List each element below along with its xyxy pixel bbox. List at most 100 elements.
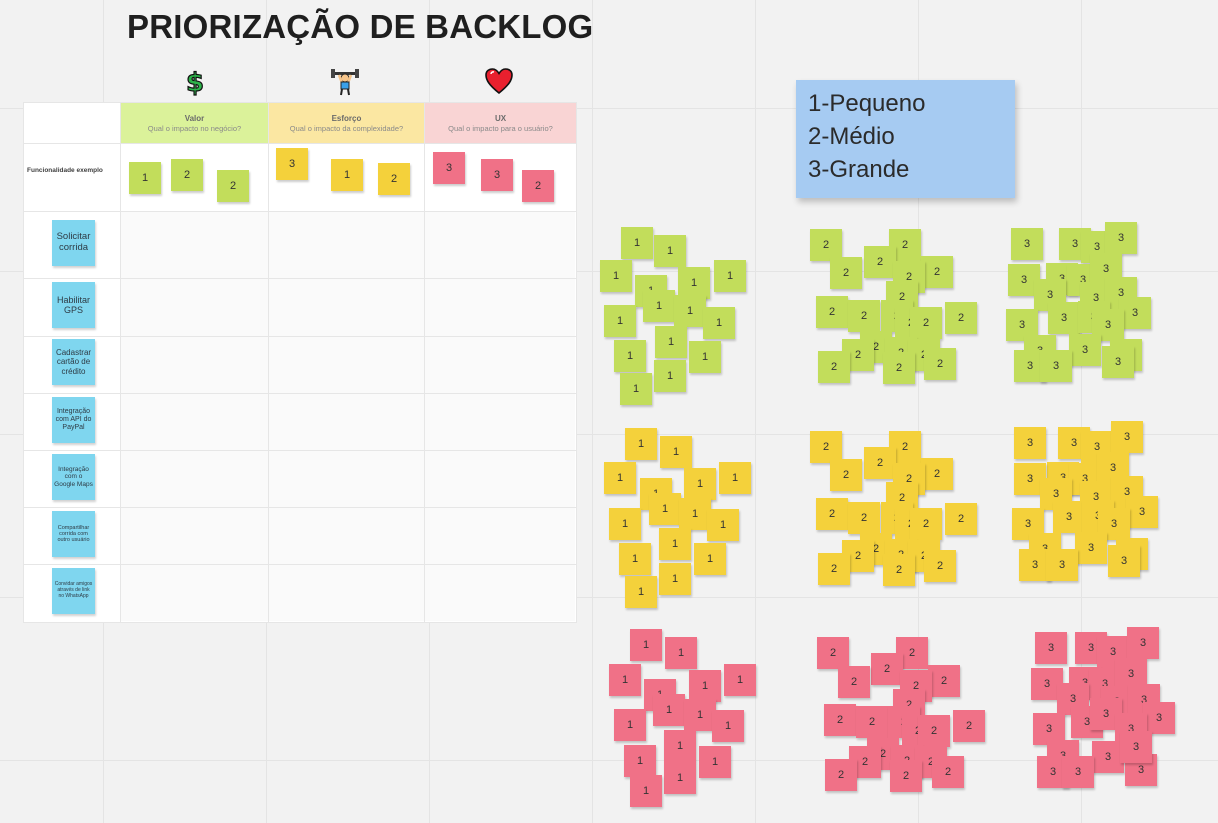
feature-note[interactable]: Integração com o Google Maps <box>52 454 95 500</box>
sticky-note[interactable]: 1 <box>619 543 651 575</box>
sticky-note[interactable]: 2 <box>910 508 942 540</box>
sticky-note[interactable]: 1 <box>624 745 656 777</box>
sticky-note[interactable]: 2 <box>522 170 554 202</box>
feature-note[interactable]: Cadastrar cartão de crédito <box>52 339 95 385</box>
sticky-note[interactable]: 1 <box>659 563 691 595</box>
sticky-note[interactable]: 2 <box>921 256 953 288</box>
sticky-note[interactable]: 1 <box>630 629 662 661</box>
sticky-note[interactable]: 2 <box>864 246 896 278</box>
sticky-note[interactable]: 1 <box>679 498 711 530</box>
feature-note[interactable]: Compartilhar corrida com outro usuário <box>52 511 95 557</box>
sticky-note[interactable]: 1 <box>724 664 756 696</box>
sticky-note[interactable]: 2 <box>830 459 862 491</box>
feature-note[interactable]: Integração com API do PayPal <box>52 397 95 443</box>
sticky-note[interactable]: 2 <box>871 653 903 685</box>
sticky-note[interactable]: 3 <box>1062 756 1094 788</box>
sticky-note[interactable]: 2 <box>883 352 915 384</box>
sticky-note[interactable]: 2 <box>856 706 888 738</box>
feature-note[interactable]: Solicitar corrida <box>52 220 95 266</box>
sticky-note[interactable]: 2 <box>818 351 850 383</box>
sticky-note[interactable]: 2 <box>848 502 880 534</box>
sticky-note[interactable]: 2 <box>864 447 896 479</box>
sticky-note[interactable]: 1 <box>684 699 716 731</box>
sticky-note[interactable]: 2 <box>945 503 977 535</box>
sticky-note[interactable]: 1 <box>614 340 646 372</box>
sticky-note[interactable]: 1 <box>129 162 161 194</box>
sticky-note[interactable]: 3 <box>1069 334 1101 366</box>
sticky-note[interactable]: 2 <box>910 307 942 339</box>
sticky-note[interactable]: 2 <box>924 348 956 380</box>
sticky-note[interactable]: 2 <box>924 550 956 582</box>
sticky-note[interactable]: 1 <box>654 235 686 267</box>
sticky-note[interactable]: 3 <box>276 148 308 180</box>
sticky-note[interactable]: 2 <box>824 704 856 736</box>
sticky-note[interactable]: 2 <box>171 159 203 191</box>
sticky-note[interactable]: 1 <box>654 360 686 392</box>
sticky-note[interactable]: 1 <box>678 267 710 299</box>
sticky-note[interactable]: 1 <box>714 260 746 292</box>
sticky-note[interactable]: 1 <box>604 462 636 494</box>
sticky-note[interactable]: 3 <box>1033 713 1065 745</box>
sticky-note[interactable]: 1 <box>665 637 697 669</box>
sticky-note[interactable]: 1 <box>703 307 735 339</box>
sticky-note[interactable]: 1 <box>604 305 636 337</box>
sticky-note[interactable]: 1 <box>653 694 685 726</box>
sticky-note[interactable]: 2 <box>932 756 964 788</box>
sticky-note[interactable]: 3 <box>1046 549 1078 581</box>
sticky-note[interactable]: 2 <box>928 665 960 697</box>
sticky-note[interactable]: 3 <box>433 152 465 184</box>
sticky-note[interactable]: 1 <box>660 436 692 468</box>
sticky-note[interactable]: 3 <box>1102 346 1134 378</box>
sticky-note[interactable]: 3 <box>481 159 513 191</box>
sticky-note[interactable]: 1 <box>664 730 696 762</box>
sticky-note[interactable]: 2 <box>945 302 977 334</box>
sticky-note[interactable]: 1 <box>674 295 706 327</box>
sticky-note[interactable]: 1 <box>621 227 653 259</box>
sticky-note[interactable]: 2 <box>816 296 848 328</box>
sticky-note[interactable]: 3 <box>1035 632 1067 664</box>
sticky-note[interactable]: 3 <box>1048 302 1080 334</box>
feature-note[interactable]: Convidar amigos através de link no Whats… <box>52 568 95 614</box>
sticky-note[interactable]: 1 <box>600 260 632 292</box>
sticky-note[interactable]: 1 <box>655 326 687 358</box>
sticky-note[interactable]: 1 <box>630 775 662 807</box>
sticky-note[interactable]: 2 <box>378 163 410 195</box>
sticky-note[interactable]: 2 <box>883 554 915 586</box>
sticky-note[interactable]: 2 <box>217 170 249 202</box>
sticky-note[interactable]: 3 <box>1092 741 1124 773</box>
sticky-note[interactable]: 3 <box>1111 421 1143 453</box>
sticky-note[interactable]: 1 <box>625 576 657 608</box>
sticky-note[interactable]: 1 <box>620 373 652 405</box>
sticky-note[interactable]: 2 <box>825 759 857 791</box>
sticky-note[interactable]: 1 <box>643 290 675 322</box>
sticky-note[interactable]: 2 <box>890 760 922 792</box>
sticky-note[interactable]: 1 <box>331 159 363 191</box>
sticky-note[interactable]: 3 <box>1108 545 1140 577</box>
sticky-note[interactable]: 1 <box>614 709 646 741</box>
sticky-note[interactable]: 1 <box>684 468 716 500</box>
sticky-note[interactable]: 2 <box>921 458 953 490</box>
sticky-note[interactable]: 3 <box>1014 427 1046 459</box>
sticky-note[interactable]: 3 <box>1075 532 1107 564</box>
sticky-note[interactable]: 1 <box>689 670 721 702</box>
feature-note[interactable]: Habilitar GPS <box>52 282 95 328</box>
sticky-note[interactable]: 1 <box>699 746 731 778</box>
sticky-note[interactable]: 1 <box>649 493 681 525</box>
sticky-note[interactable]: 3 <box>1011 228 1043 260</box>
sticky-note[interactable]: 3 <box>1105 222 1137 254</box>
sticky-note[interactable]: 2 <box>918 715 950 747</box>
sticky-note[interactable]: 2 <box>953 710 985 742</box>
sticky-note[interactable]: 1 <box>625 428 657 460</box>
sticky-note[interactable]: 2 <box>810 229 842 261</box>
sticky-note[interactable]: 3 <box>1120 731 1152 763</box>
legend-note[interactable]: 1-Pequeno 2-Médio 3-Grande <box>796 80 1015 198</box>
sticky-note[interactable]: 1 <box>719 462 751 494</box>
sticky-note[interactable]: 2 <box>848 300 880 332</box>
sticky-note[interactable]: 3 <box>1143 702 1175 734</box>
sticky-note[interactable]: 1 <box>609 508 641 540</box>
sticky-note[interactable]: 1 <box>689 341 721 373</box>
sticky-note[interactable]: 2 <box>810 431 842 463</box>
sticky-note[interactable]: 1 <box>712 710 744 742</box>
sticky-note[interactable]: 3 <box>1126 496 1158 528</box>
sticky-note[interactable]: 1 <box>609 664 641 696</box>
